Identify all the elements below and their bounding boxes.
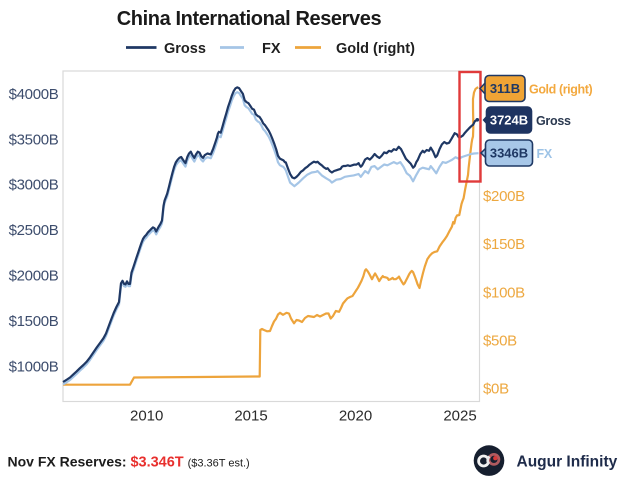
svg-text:China International Reserves: China International Reserves [117,8,382,30]
svg-text:Augur Infinity: Augur Infinity [517,454,618,471]
svg-text:$50B: $50B [483,333,517,350]
svg-text:Gross: Gross [164,41,206,57]
svg-text:3346B: 3346B [490,146,528,161]
svg-text:$0B: $0B [483,381,509,398]
svg-text:$3000B: $3000B [9,177,59,194]
svg-text:Gross: Gross [536,114,571,128]
svg-text:$2500B: $2500B [9,222,59,239]
svg-text:$200B: $200B [483,188,525,205]
svg-text:$1000B: $1000B [9,358,59,375]
svg-text:2025: 2025 [443,407,476,424]
svg-text:$2000B: $2000B [9,268,59,285]
svg-text:FX: FX [262,41,281,57]
svg-text:FX: FX [537,147,553,161]
svg-text:$4000B: $4000B [9,86,59,103]
svg-text:Nov FX Reserves: $3.346T ($3.3: Nov FX Reserves: $3.346T ($3.36T est.) [8,454,250,471]
svg-text:$100B: $100B [483,284,525,301]
svg-text:Gold (right): Gold (right) [336,41,415,57]
svg-text:$1500B: $1500B [9,313,59,330]
svg-text:$150B: $150B [483,236,525,253]
svg-text:3724B: 3724B [490,113,528,128]
svg-text:$3500B: $3500B [9,131,59,148]
svg-text:2020: 2020 [339,407,372,424]
svg-text:2010: 2010 [130,407,163,424]
svg-text:Gold (right): Gold (right) [529,83,592,97]
svg-text:2015: 2015 [234,407,267,424]
svg-text:311B: 311B [490,81,520,96]
